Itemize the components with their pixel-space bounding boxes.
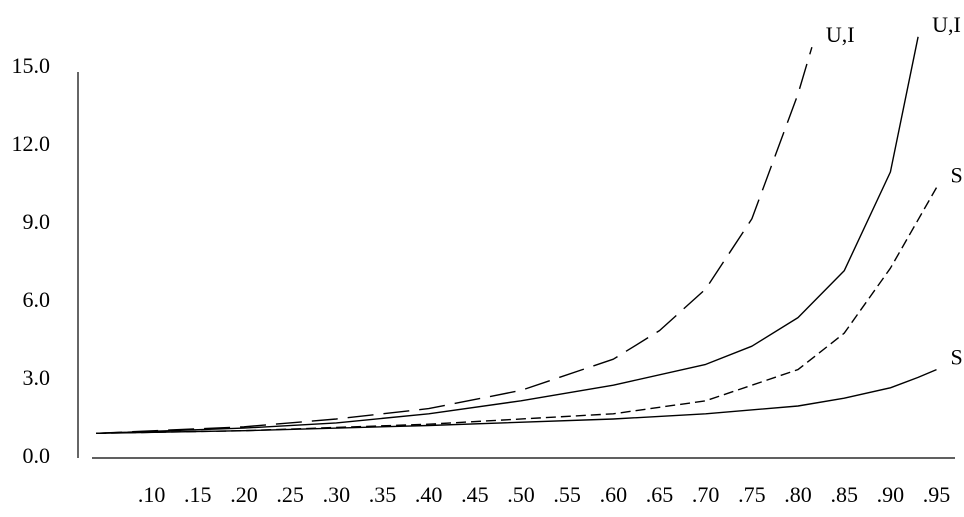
x-tick-label: .90 (877, 482, 905, 507)
line-label: S (951, 163, 963, 188)
line-label: U,I (932, 12, 961, 37)
y-tick-label: 0.0 (23, 443, 51, 468)
x-tick-label: .55 (553, 482, 581, 507)
x-tick-label: .35 (369, 482, 397, 507)
x-tick-label: .40 (415, 482, 443, 507)
x-tick-label: .15 (184, 482, 212, 507)
line-label: U,I (826, 22, 855, 47)
y-tick-label: 3.0 (23, 365, 51, 390)
x-tick-label: .30 (323, 482, 351, 507)
x-tick-label: .25 (276, 482, 304, 507)
line (96, 187, 938, 434)
line (96, 368, 937, 434)
x-tick-label: .65 (646, 482, 674, 507)
line-label: S (951, 345, 963, 370)
x-tick-label: .70 (692, 482, 720, 507)
x-tick-label: .45 (461, 482, 489, 507)
y-tick-label: 6.0 (23, 287, 51, 312)
y-tick-label: 15.0 (12, 53, 51, 78)
x-tick-label: .80 (784, 482, 812, 507)
x-tick-label: .60 (600, 482, 628, 507)
y-tick-label: 12.0 (12, 131, 51, 156)
x-tick-label: .85 (830, 482, 858, 507)
x-tick-label: .50 (507, 482, 535, 507)
y-tick-label: 9.0 (23, 209, 51, 234)
x-tick-label: .10 (138, 482, 166, 507)
x-tick-label: .95 (923, 482, 951, 507)
line (96, 47, 813, 434)
line (96, 36, 919, 434)
x-tick-label: .75 (738, 482, 766, 507)
x-tick-label: .20 (230, 482, 258, 507)
